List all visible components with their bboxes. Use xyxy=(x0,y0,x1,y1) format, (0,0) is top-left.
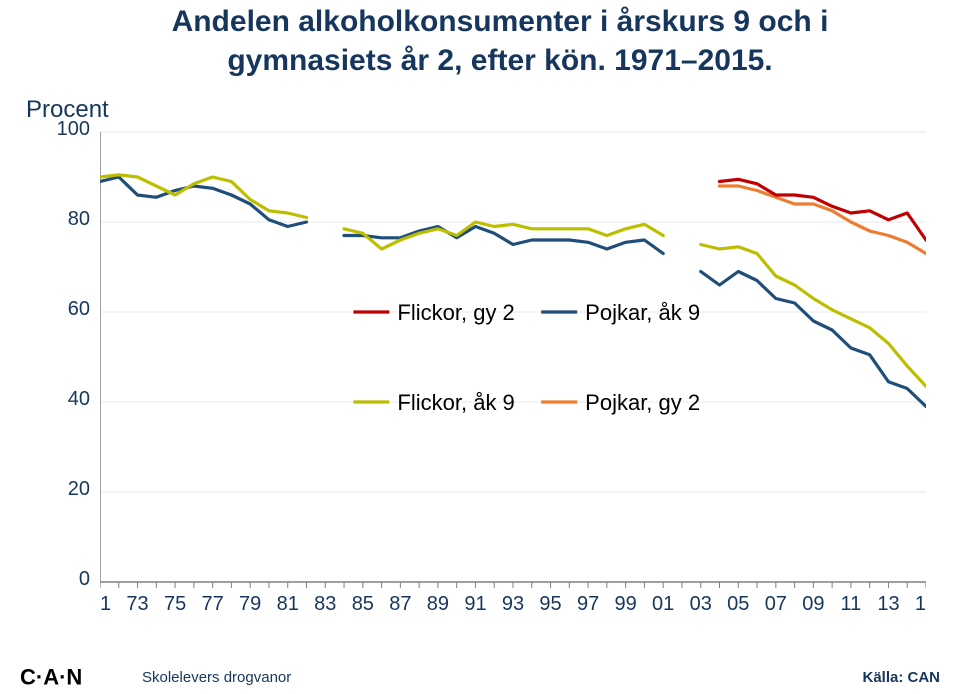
y-tick-label: 60 xyxy=(30,298,90,321)
line-chart-svg: 71 73 75 77 79 81 83 85 87 89 91 93 95 97 99 01 03 05 07 09… xyxy=(100,122,926,622)
svg-text:93: 93 xyxy=(502,593,524,615)
svg-text:99: 99 xyxy=(615,593,637,615)
svg-text:79: 79 xyxy=(239,593,261,615)
svg-text:89: 89 xyxy=(427,593,449,615)
svg-text:15: 15 xyxy=(915,593,926,615)
chart-title: Andelen alkoholkonsumenter i årskurs 9 o… xyxy=(60,2,940,80)
svg-text:81: 81 xyxy=(277,593,299,615)
footer-text: Skolelevers drogvanor xyxy=(142,669,291,686)
svg-text:03: 03 xyxy=(690,593,712,615)
svg-text:13: 13 xyxy=(877,593,899,615)
svg-text:91: 91 xyxy=(464,593,486,615)
svg-text:77: 77 xyxy=(202,593,224,615)
svg-text:71: 71 xyxy=(100,593,111,615)
title-line-1: Andelen alkoholkonsumenter i årskurs 9 o… xyxy=(172,5,829,38)
svg-text:75: 75 xyxy=(164,593,186,615)
footer-left: C·A·N Skolelevers drogvanor xyxy=(20,666,291,688)
svg-text:C·A·N: C·A·N xyxy=(20,666,82,688)
y-tick-label: 0 xyxy=(30,568,90,591)
footer: C·A·N Skolelevers drogvanor Källa: CAN xyxy=(20,666,940,688)
y-tick-label: 100 xyxy=(30,118,90,141)
svg-text:85: 85 xyxy=(352,593,374,615)
svg-text:95: 95 xyxy=(539,593,561,615)
y-tick-label: 20 xyxy=(30,478,90,501)
source-label: Källa: CAN xyxy=(862,669,940,686)
svg-text:87: 87 xyxy=(389,593,411,615)
svg-text:73: 73 xyxy=(126,593,148,615)
y-tick-label: 40 xyxy=(30,388,90,411)
svg-text:83: 83 xyxy=(314,593,336,615)
y-tick-label: 80 xyxy=(30,208,90,231)
svg-text:Pojkar, åk 9: Pojkar, åk 9 xyxy=(585,300,700,325)
svg-text:Pojkar, gy 2: Pojkar, gy 2 xyxy=(585,390,700,415)
svg-text:11: 11 xyxy=(841,593,862,615)
svg-text:97: 97 xyxy=(577,593,599,615)
svg-text:09: 09 xyxy=(802,593,824,615)
can-logo-icon: C·A·N xyxy=(20,666,130,688)
svg-text:Flickor, gy 2: Flickor, gy 2 xyxy=(397,300,514,325)
title-line-2: gymnasiets år 2, efter kön. 1971–2015. xyxy=(227,44,772,77)
svg-text:Flickor, åk 9: Flickor, åk 9 xyxy=(397,390,514,415)
svg-text:05: 05 xyxy=(727,593,749,615)
slide: Andelen alkoholkonsumenter i årskurs 9 o… xyxy=(0,0,960,694)
chart-area: 71 73 75 77 79 81 83 85 87 89 91 93 95 97 99 01 03 05 07 09… xyxy=(100,122,926,622)
svg-text:07: 07 xyxy=(765,593,787,615)
svg-text:01: 01 xyxy=(652,593,674,615)
